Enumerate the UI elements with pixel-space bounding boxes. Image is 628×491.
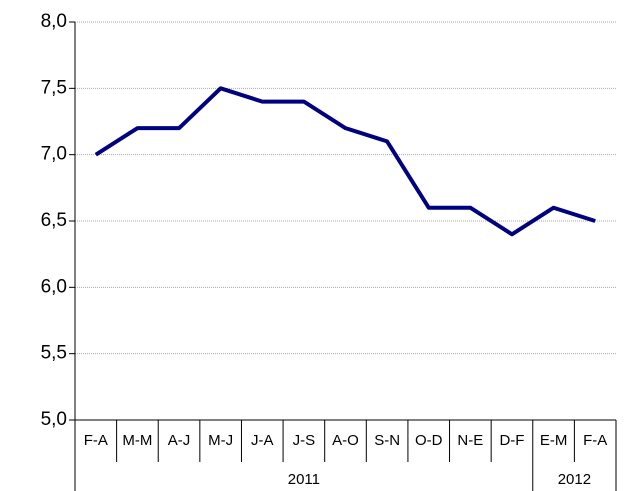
x-tick-label: F-A	[84, 432, 108, 449]
x-tick-label: M-J	[208, 432, 233, 449]
group-label: 2012	[558, 471, 591, 488]
y-tick-label: 8,0	[41, 11, 67, 32]
y-tick-label: 5,5	[41, 343, 67, 364]
x-tick-label: J-A	[251, 432, 274, 449]
x-tick-label: N-E	[457, 432, 483, 449]
x-tick-label: J-S	[293, 432, 316, 449]
y-tick-label: 7,5	[41, 77, 67, 98]
y-tick-label: 6,5	[41, 210, 67, 231]
x-tick-label: O-D	[415, 432, 443, 449]
y-tick-label: 5,0	[41, 409, 67, 430]
x-tick-label: F-A	[583, 432, 607, 449]
x-tick-label: S-N	[374, 432, 400, 449]
x-tick-label: A-J	[168, 432, 191, 449]
group-label: 2011	[288, 471, 320, 488]
x-tick-label: M-M	[122, 432, 152, 449]
x-tick-label: D-F	[499, 432, 524, 449]
x-tick-label: A-O	[332, 432, 359, 449]
line-series	[94, 86, 596, 237]
y-tick-label: 7,0	[41, 144, 67, 165]
x-tick-label: E-M	[540, 432, 568, 449]
y-tick-label: 6,0	[41, 276, 67, 297]
